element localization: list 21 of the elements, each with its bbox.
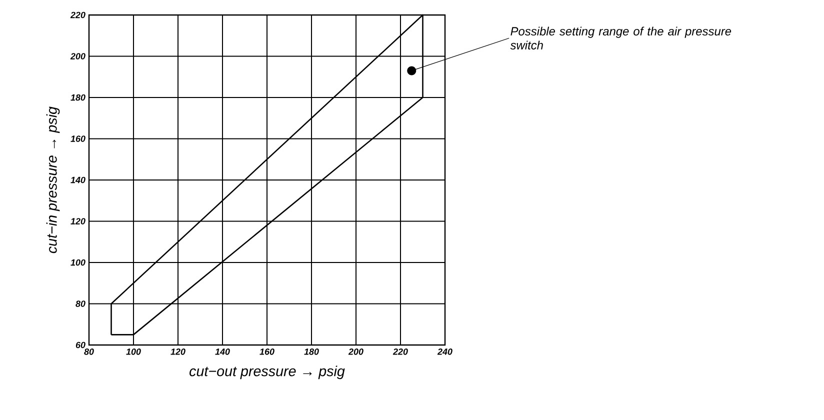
y-tick-label: 100 xyxy=(70,259,86,266)
y-tick-label: 140 xyxy=(70,176,86,184)
y-tick-label: 80 xyxy=(76,300,86,307)
x-tick-label: 180 xyxy=(304,348,319,355)
y-tick-label: 180 xyxy=(70,94,86,101)
x-tick-label: 100 xyxy=(126,348,141,355)
x-axis-title: cut−out pressure → psig xyxy=(190,366,345,380)
x-tick-label: 80 xyxy=(84,348,94,355)
y-tick-label: 200 xyxy=(70,53,86,60)
y-tick-label: 60 xyxy=(76,342,86,348)
x-tick-label: 240 xyxy=(437,348,452,355)
annotation: Possible setting range of the air pressure switch xyxy=(510,26,732,50)
x-tick-label: 160 xyxy=(260,348,274,355)
x-tick-label: 220 xyxy=(392,348,408,355)
y-tick-label: 120 xyxy=(70,218,86,224)
y-tick-label: 160 xyxy=(70,136,86,142)
x-tick-label: 120 xyxy=(170,348,186,355)
y-tick-label: 220 xyxy=(70,12,86,18)
y-axis-title: cut−in pressure → psig xyxy=(46,106,60,254)
x-tick-label: 140 xyxy=(215,348,230,355)
x-tick-label: 200 xyxy=(348,348,364,355)
